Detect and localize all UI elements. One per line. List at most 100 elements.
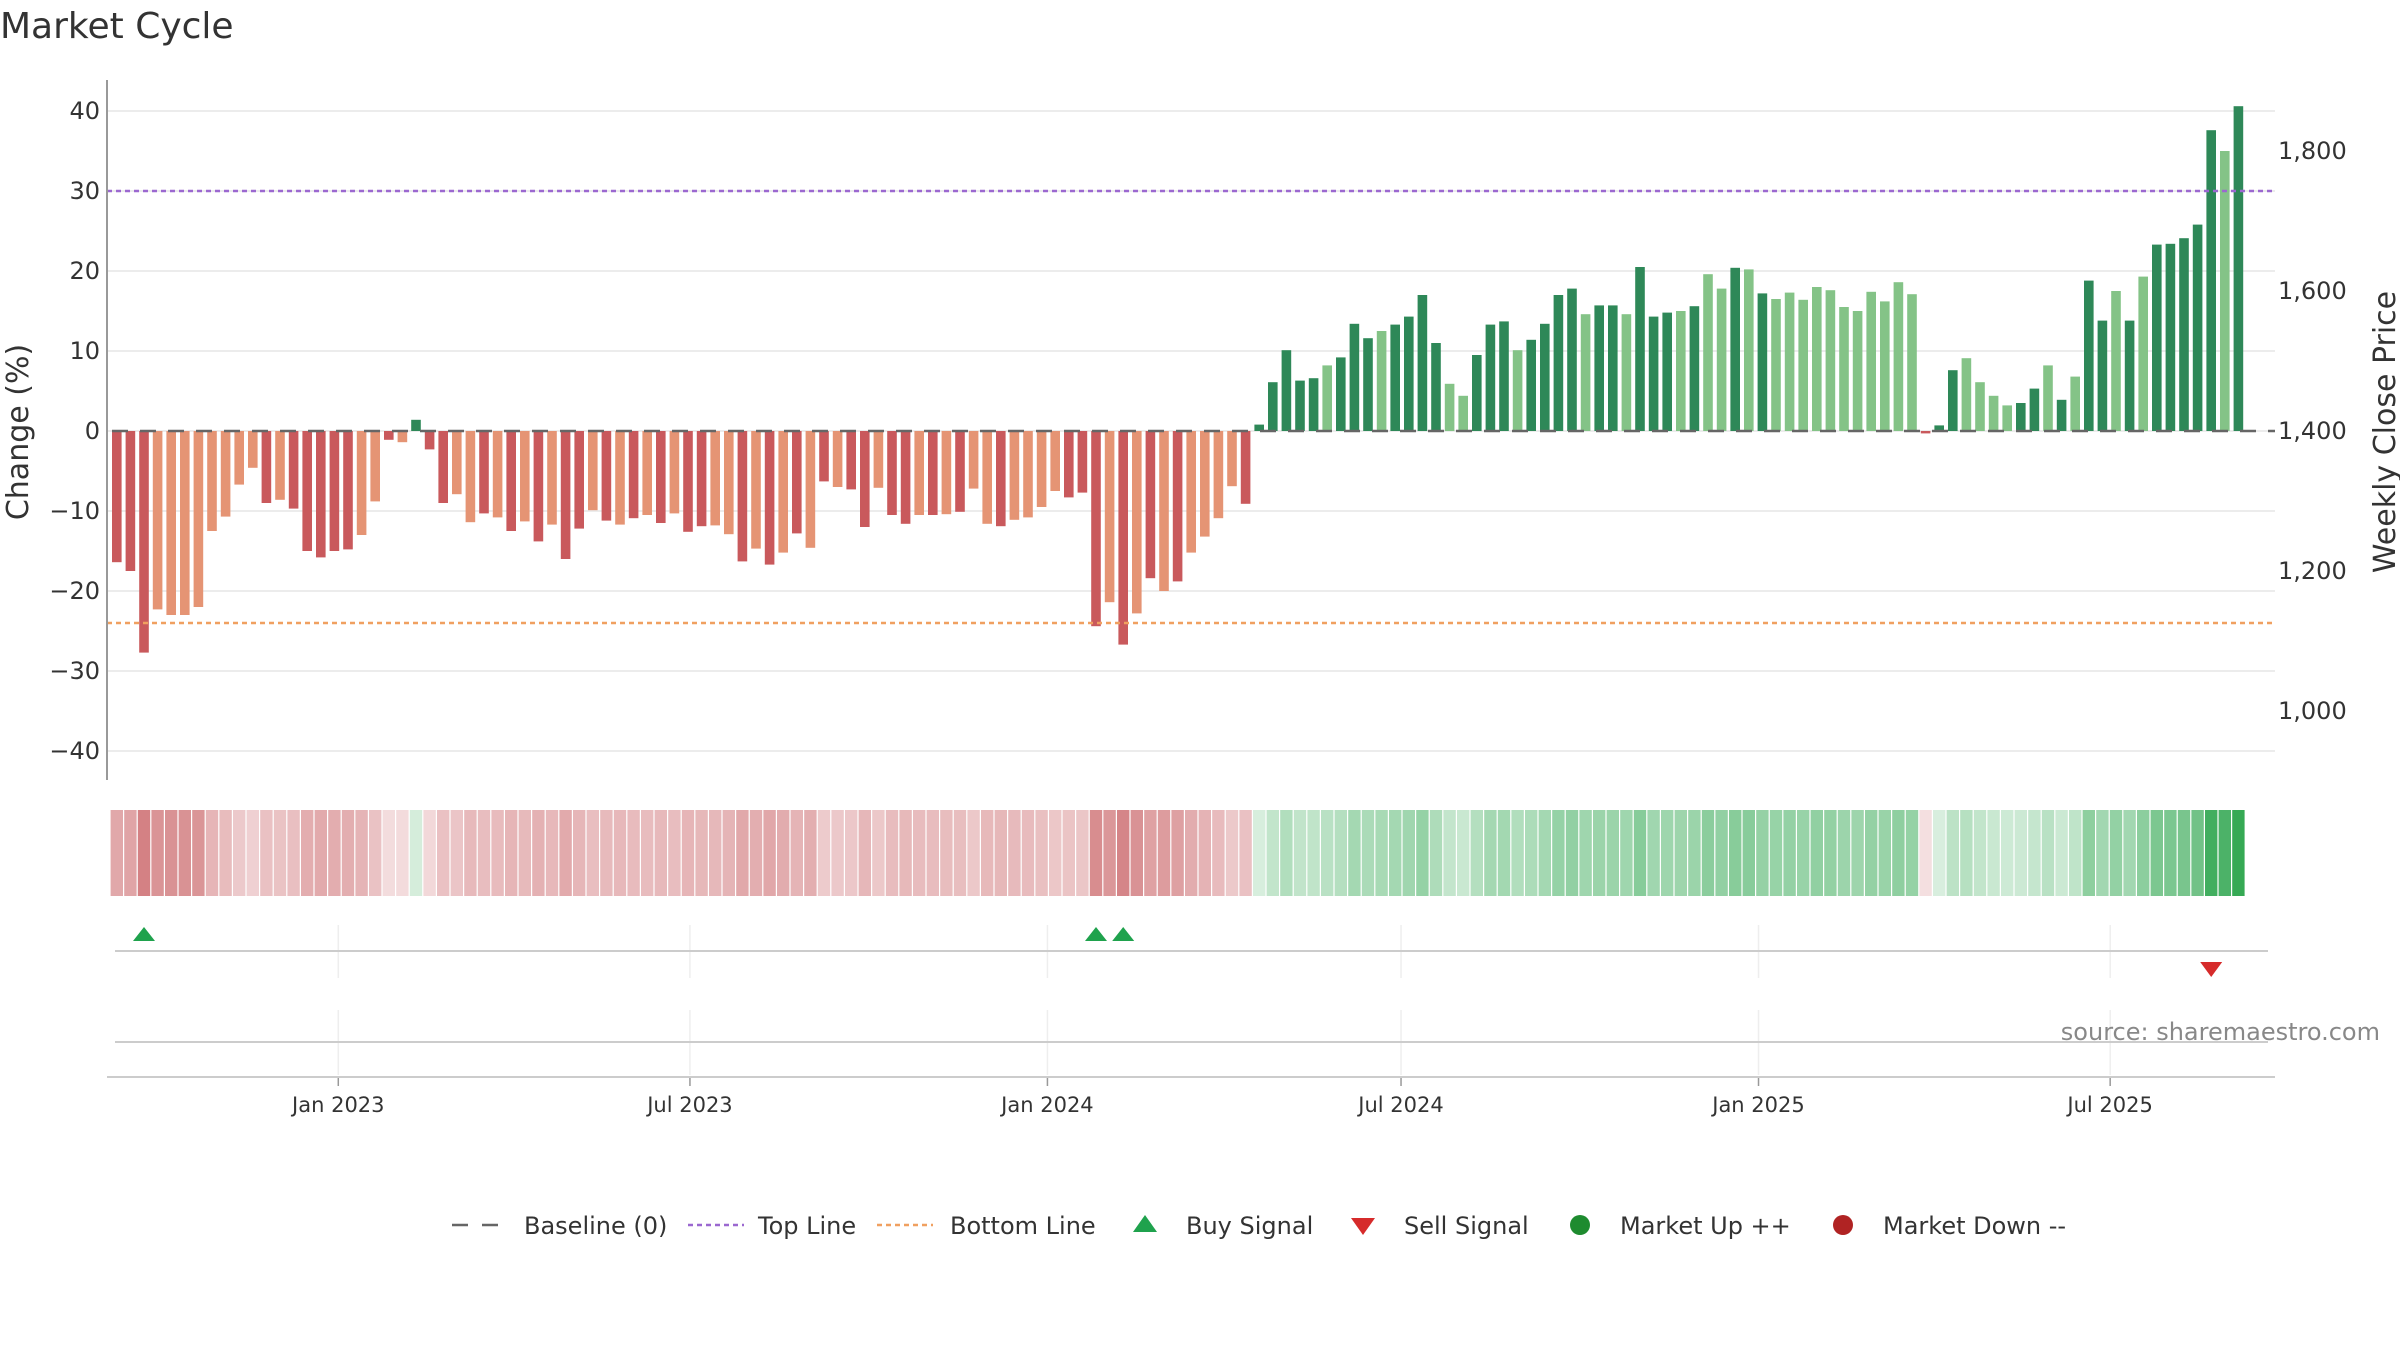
- bar: [1009, 431, 1020, 520]
- heat-cell: [491, 810, 504, 896]
- legend-label: Buy Signal: [1186, 1212, 1313, 1240]
- bar: [1499, 321, 1509, 431]
- heat-cell: [1457, 810, 1470, 896]
- heat-cell: [1865, 810, 1878, 896]
- heat-cell: [1321, 810, 1334, 896]
- heat-cell: [845, 810, 858, 896]
- heat-cell: [409, 810, 423, 896]
- bar: [465, 431, 476, 523]
- bar: [1757, 293, 1768, 431]
- heat-cell: [1973, 810, 1987, 896]
- y-tick-label: 40: [69, 97, 100, 125]
- heat-cell: [1620, 810, 1633, 896]
- bar: [2070, 376, 2080, 431]
- heat-cell: [967, 810, 980, 896]
- heat-cell: [477, 810, 491, 896]
- heat-cell: [2041, 810, 2055, 896]
- legend-item: Market Up ++: [1570, 1212, 1791, 1240]
- buy-signal-marker: [133, 927, 155, 941]
- bar: [873, 431, 884, 488]
- bar: [1662, 312, 1672, 431]
- bar: [2084, 280, 2094, 431]
- legend-label: Bottom Line: [950, 1212, 1096, 1240]
- heat-cell: [382, 810, 395, 896]
- heat-cell: [1742, 810, 1755, 896]
- heat-cell: [246, 810, 259, 896]
- heat-cell: [1892, 810, 1905, 896]
- price-tick-label: 1,600: [2278, 277, 2347, 305]
- heat-cell: [1783, 810, 1796, 896]
- triangle-up-icon: [1133, 1215, 1157, 1232]
- heat-cell: [1103, 810, 1116, 896]
- bar: [737, 431, 748, 562]
- bar: [166, 431, 176, 615]
- bar: [2016, 403, 2026, 431]
- buy-signal-marker: [1112, 927, 1135, 941]
- heat-cell: [1416, 810, 1429, 896]
- source-note: source: sharemaestro.com: [2061, 1018, 2380, 1046]
- heat-cell: [2164, 810, 2177, 896]
- heat-cell: [641, 810, 654, 896]
- bar: [1363, 338, 1373, 431]
- heat-cell: [1389, 810, 1402, 896]
- bar: [112, 431, 122, 563]
- heat-cell: [899, 810, 912, 896]
- bar: [1866, 291, 1876, 431]
- bar: [411, 419, 421, 431]
- heat-cell: [994, 810, 1007, 896]
- bar: [125, 431, 136, 571]
- bar: [1839, 307, 1849, 431]
- x-tick-label: Jan 2023: [290, 1093, 385, 1117]
- heat-cell: [1647, 810, 1660, 896]
- bar: [1390, 324, 1400, 431]
- price-tick-label: 1,000: [2278, 697, 2347, 725]
- heat-cell: [1361, 810, 1375, 896]
- bar: [1472, 355, 1482, 431]
- bar: [2152, 244, 2162, 431]
- heat-cell: [2055, 810, 2068, 896]
- bar: [1771, 299, 1781, 431]
- heat-cell: [341, 810, 355, 896]
- bar: [1540, 323, 1550, 431]
- heat-cell: [1443, 810, 1456, 896]
- heat-cell: [532, 810, 545, 896]
- bar: [397, 431, 408, 443]
- bar: [316, 431, 326, 558]
- bar: [1907, 294, 1917, 431]
- bar: [887, 431, 897, 515]
- bar: [1213, 431, 1224, 519]
- heat-cell: [1797, 810, 1810, 896]
- bar: [846, 431, 856, 490]
- heat-cell: [1185, 810, 1198, 896]
- reference-lines: [107, 189, 2275, 625]
- legend-item: Top Line: [688, 1212, 856, 1240]
- heat-cell: [2096, 810, 2109, 896]
- heat-cell: [1715, 810, 1728, 896]
- heat-cell: [1212, 810, 1225, 896]
- heat-cell: [1525, 810, 1538, 896]
- bar: [928, 431, 938, 515]
- heat-cell: [464, 810, 477, 896]
- legend-label: Sell Signal: [1404, 1212, 1529, 1240]
- bar: [696, 431, 707, 527]
- heat-cell: [668, 810, 681, 896]
- heat-cell: [1021, 810, 1035, 896]
- heat-cell: [2014, 810, 2027, 896]
- bar: [764, 431, 775, 565]
- bar: [506, 431, 516, 531]
- bar: [628, 431, 639, 519]
- heat-cell: [1960, 810, 1973, 896]
- bar: [302, 431, 312, 551]
- bar: [1417, 295, 1428, 431]
- heat-cell: [2232, 810, 2245, 896]
- heat-cell: [777, 810, 790, 896]
- heat-cell: [165, 810, 178, 896]
- bar: [1077, 431, 1088, 493]
- legend-item: Bottom Line: [877, 1212, 1096, 1240]
- heat-cell: [423, 810, 436, 896]
- legend-item: Market Down --: [1833, 1212, 2066, 1240]
- heat-cell: [1348, 810, 1361, 896]
- bar: [1716, 288, 1727, 431]
- heat-cell: [2205, 810, 2218, 896]
